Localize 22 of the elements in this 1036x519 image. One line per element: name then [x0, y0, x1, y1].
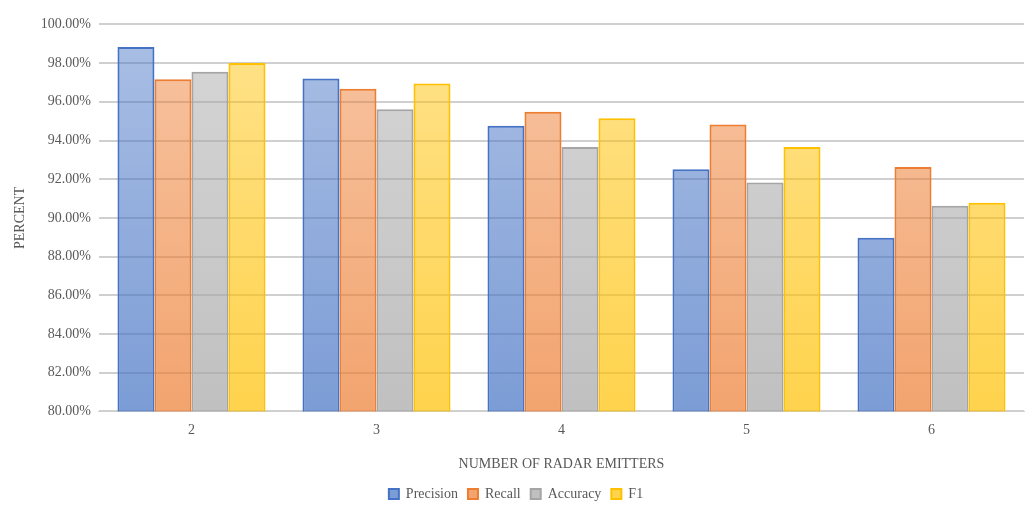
y-axis-title: PERCENT: [12, 186, 28, 250]
y-tick-label: 100.00%: [40, 16, 92, 32]
x-tick-label: 4: [557, 422, 565, 438]
x-tick-label: 2: [187, 422, 195, 438]
y-tick-label: 90.00%: [47, 209, 92, 225]
y-tick-label: 88.00%: [47, 248, 92, 264]
y-tick-label: 96.00%: [47, 93, 92, 109]
y-tick-label: 84.00%: [47, 325, 92, 341]
legend-label: F1: [628, 485, 644, 501]
x-axis-title: NUMBER OF RADAR EMITTERS: [458, 456, 665, 472]
legend-label: Recall: [484, 485, 521, 501]
y-tick-label: 94.00%: [47, 132, 92, 148]
legend-label: Accuracy: [547, 485, 602, 501]
y-tick-label: 82.00%: [47, 364, 92, 380]
x-tick-label: 3: [372, 422, 380, 438]
x-tick-label: 6: [928, 422, 935, 438]
x-tick-label: 5: [742, 422, 750, 438]
y-tick-label: 86.00%: [47, 286, 92, 302]
legend-label: Precision: [405, 485, 458, 501]
y-tick-label: 80.00%: [47, 403, 92, 419]
y-tick-label: 98.00%: [47, 54, 92, 70]
y-tick-label: 92.00%: [47, 170, 92, 186]
